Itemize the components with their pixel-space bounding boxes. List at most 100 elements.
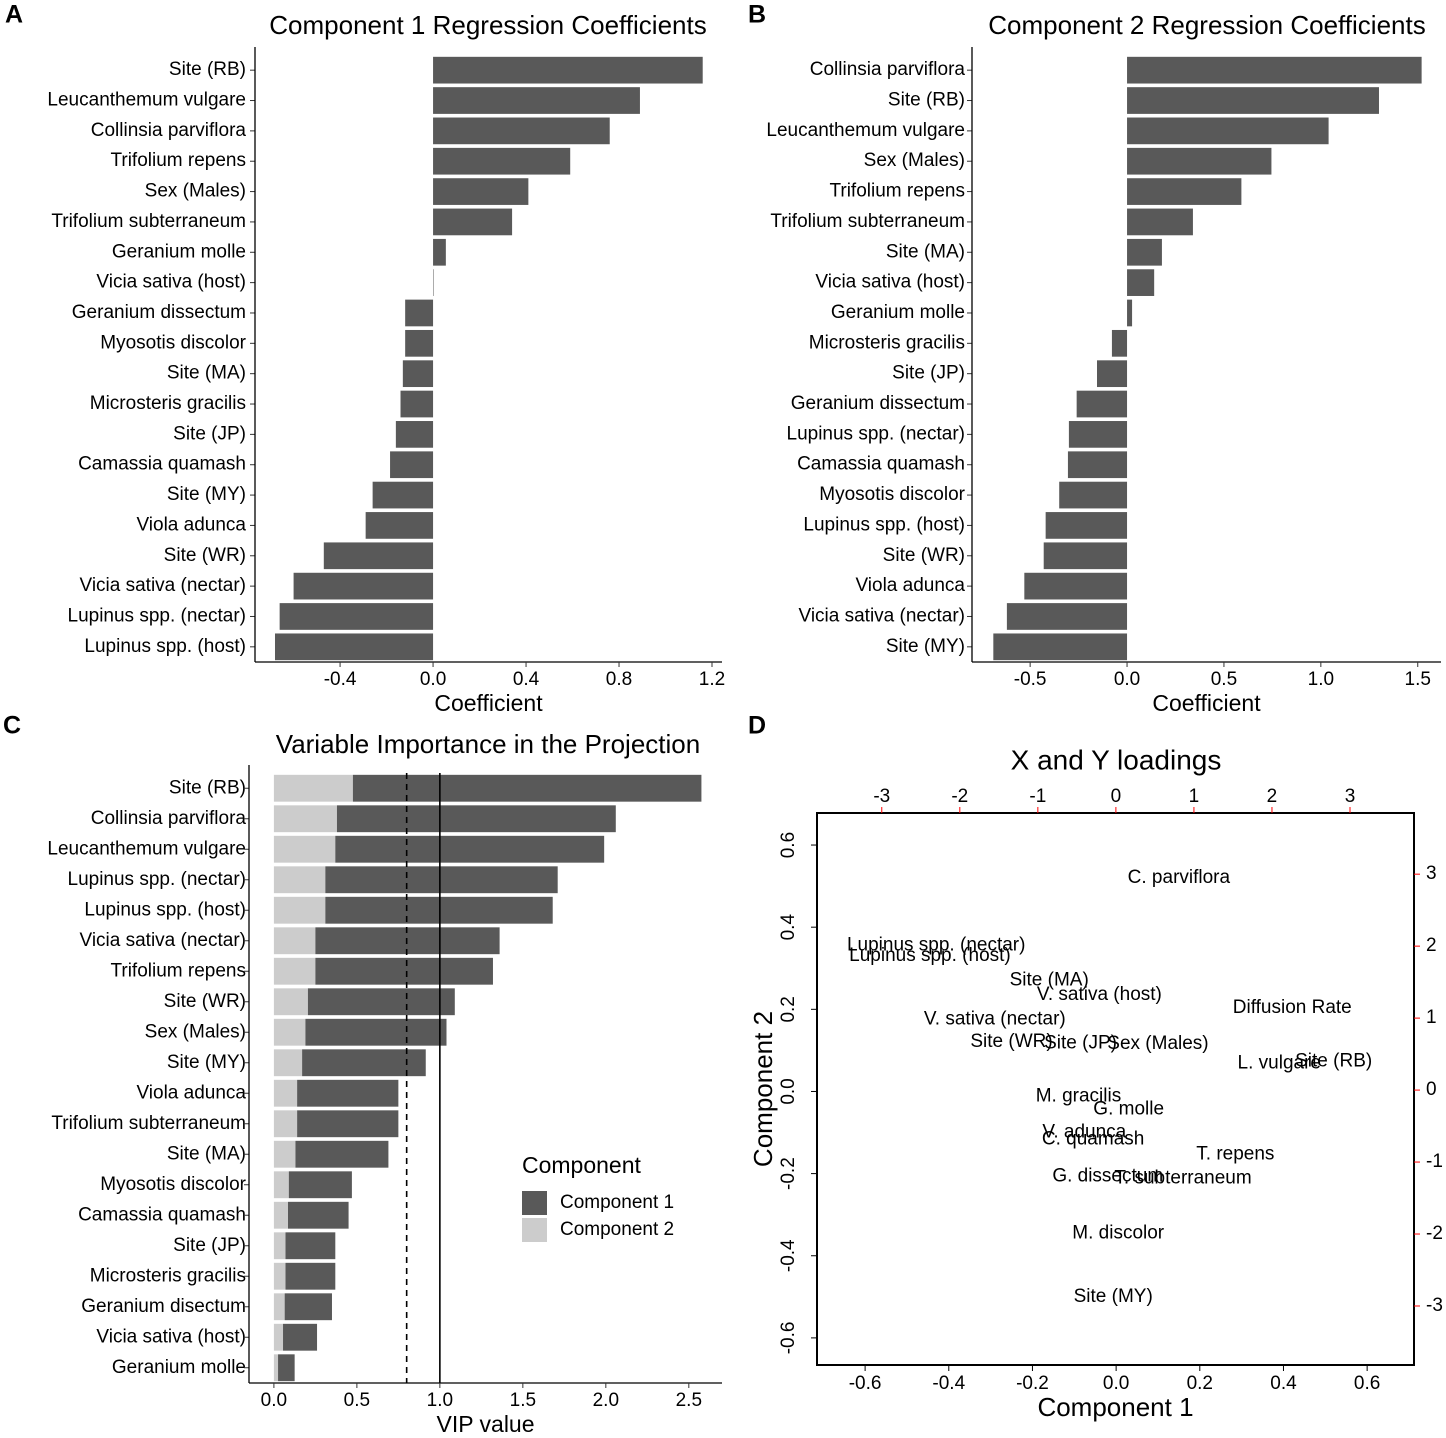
bar — [433, 56, 703, 84]
category-label: Geranium dissectum — [72, 302, 246, 323]
category-label: Site (MA) — [886, 241, 965, 262]
bar — [1127, 238, 1162, 266]
x-tick-label: 1.0 — [427, 1390, 453, 1411]
bar — [1006, 603, 1128, 630]
category-label: Lupinus spp. (host) — [803, 514, 965, 535]
category-label: Leucanthemum vulgare — [47, 838, 246, 859]
y-tick-label: 0.6 — [778, 832, 799, 858]
bar — [1111, 329, 1128, 357]
bar-segment — [273, 896, 326, 924]
legend-swatch — [522, 1218, 547, 1242]
bar — [1043, 542, 1128, 570]
bar-segment — [273, 1201, 289, 1229]
bar-segment — [273, 805, 337, 833]
bar-segment — [305, 1018, 447, 1046]
bar-segment — [273, 774, 353, 802]
bar-segment — [325, 896, 553, 924]
bar-segment — [273, 1293, 285, 1321]
x-tick-label: 0.5 — [344, 1390, 370, 1411]
point-label: T. subterraneum — [1114, 1168, 1251, 1189]
bar — [1076, 390, 1128, 418]
category-label: Microsteris gracilis — [90, 1265, 246, 1286]
y2-tick-label: 1 — [1426, 1007, 1437, 1028]
point-label: C. quamash — [1042, 1129, 1144, 1150]
bar — [433, 238, 446, 266]
bar-segment — [325, 866, 558, 894]
category-label: Site (MY) — [167, 1052, 246, 1073]
bar-segment — [273, 1110, 298, 1138]
category-label: Trifolium subterraneum — [770, 211, 965, 232]
category-label: Site (RB) — [888, 90, 965, 111]
category-label: Site (MY) — [886, 636, 965, 657]
y-tick-label: 0.2 — [778, 996, 799, 1022]
category-label: Trifolium repens — [110, 150, 246, 171]
category-label: Geranium molle — [112, 1357, 246, 1378]
panel-letter: B — [748, 1, 766, 29]
category-label: Site (WR) — [164, 991, 246, 1012]
point-label: Site (MY) — [1074, 1286, 1153, 1307]
category-label: Lupinus spp. (nectar) — [68, 869, 247, 890]
bar — [405, 299, 434, 327]
category-label: Leucanthemum vulgare — [766, 120, 965, 141]
legend-label: Component 2 — [560, 1219, 674, 1240]
category-label: Lupinus spp. (nectar) — [68, 605, 247, 626]
bar — [279, 603, 434, 630]
bar-segment — [273, 1171, 289, 1199]
point-label: Lupinus spp. (nectar) — [847, 935, 1026, 956]
x2-tick-label: 1 — [1189, 786, 1200, 807]
x-tick-label: 1.0 — [1308, 669, 1334, 690]
x-tick-label: 0.0 — [1103, 1373, 1129, 1394]
bar-segment — [335, 835, 605, 863]
x2-tick-label: -3 — [873, 786, 890, 807]
category-label: Site (JP) — [173, 423, 246, 444]
point-label: C. parviflora — [1128, 867, 1231, 888]
category-label: Viola adunca — [136, 514, 246, 535]
bar-segment — [273, 1323, 284, 1351]
category-label: Lupinus spp. (host) — [84, 899, 246, 920]
x-tick-label: -0.4 — [932, 1373, 965, 1394]
y2-tick-label: -2 — [1426, 1223, 1443, 1244]
category-label: Myosotis discolor — [100, 332, 246, 353]
point-label: Sex (Males) — [1107, 1033, 1208, 1054]
category-label: Vicia sativa (nectar) — [80, 575, 247, 596]
category-label: Camassia quamash — [78, 454, 246, 475]
point-label: Site (WR) — [970, 1031, 1052, 1052]
x-axis-label: VIP value — [436, 1411, 534, 1437]
point-label: V. sativa (nectar) — [924, 1009, 1066, 1030]
category-label: Microsteris gracilis — [809, 332, 965, 353]
bar — [433, 117, 610, 145]
x-tick-label: 0.6 — [1354, 1373, 1380, 1394]
secondary-point-label: Diffusion Rate — [1233, 997, 1352, 1018]
bar — [1127, 269, 1155, 296]
bar-segment — [273, 957, 316, 985]
category-label: Vicia sativa (nectar) — [799, 605, 966, 626]
x-tick-label: 0.0 — [261, 1390, 287, 1411]
y2-tick-label: 3 — [1426, 863, 1437, 884]
category-label: Leucanthemum vulgare — [47, 90, 246, 111]
category-label: Lupinus spp. (nectar) — [787, 423, 966, 444]
x-tick-label: 0.8 — [606, 669, 632, 690]
category-label: Sex (Males) — [864, 150, 965, 171]
bar-segment — [315, 957, 493, 985]
category-label: Trifolium repens — [110, 960, 246, 981]
bar-segment — [315, 927, 500, 955]
bar — [395, 421, 434, 448]
bar — [433, 178, 529, 205]
bar — [390, 451, 434, 479]
x-tick-label: 0.5 — [1211, 669, 1237, 690]
bar-segment — [352, 774, 702, 802]
category-label: Collinsia parviflora — [810, 59, 966, 80]
category-label: Vicia sativa (host) — [815, 272, 965, 293]
bar — [1045, 512, 1128, 539]
x-tick-label: -0.2 — [1016, 1373, 1049, 1394]
bar-segment — [273, 1262, 286, 1290]
y-tick-label: -0.6 — [778, 1322, 799, 1355]
category-label: Camassia quamash — [78, 1204, 246, 1225]
bar-segment — [284, 1293, 332, 1321]
x-tick-label: 0.4 — [513, 669, 540, 690]
point-label: G. dissectum — [1052, 1165, 1163, 1186]
x-axis-label: Coefficient — [1152, 690, 1261, 716]
bar — [274, 633, 434, 661]
bar — [405, 329, 434, 357]
category-label: Site (JP) — [892, 363, 965, 384]
